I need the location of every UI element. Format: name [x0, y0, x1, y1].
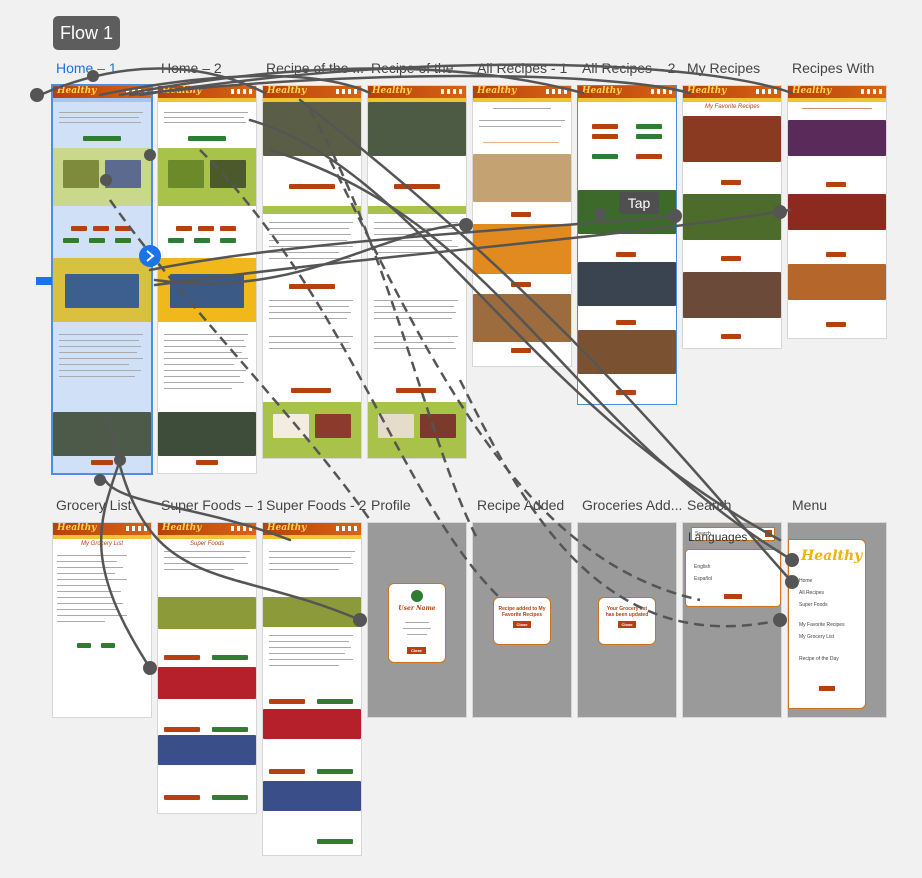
- artboard-recipe-of-the-day-1[interactable]: Healthy: [263, 86, 361, 458]
- menu-item-grocery-list[interactable]: My Grocery List: [799, 634, 835, 640]
- avatar-icon: [411, 590, 423, 602]
- artboard-label-home-2[interactable]: Home – 2: [161, 60, 222, 76]
- menu-close-button[interactable]: [819, 686, 835, 691]
- menu-item-super-foods[interactable]: Super Foods: [799, 602, 828, 608]
- artboard-label-grocery-list[interactable]: Grocery List: [56, 497, 132, 513]
- artboard-label-search[interactable]: Search: [687, 497, 732, 513]
- artboard-groceries-added[interactable]: Your Grocery list has been updated Close: [578, 523, 676, 717]
- artboard-label-super-foods-1[interactable]: Super Foods – 1: [161, 497, 262, 513]
- languages-close-button[interactable]: [724, 594, 742, 599]
- menu-logo: Healthy: [801, 548, 863, 564]
- wire-node: [94, 474, 106, 486]
- artboard-recipe-of-the-day-2[interactable]: Healthy: [368, 86, 466, 458]
- artboard-grocery-list[interactable]: Healthy My Grocery List: [53, 523, 151, 717]
- artboard-my-recipes[interactable]: Healthy My Favorite Recipes: [683, 86, 781, 348]
- artboard-home-1[interactable]: Healthy: [53, 86, 151, 473]
- artboard-label-super-foods-2[interactable]: Super Foods - 2: [266, 497, 367, 513]
- languages-dialog: English Español: [685, 549, 781, 607]
- recipe-added-dialog: Recipe added to My Favorite Recipes Clos…: [493, 597, 551, 645]
- language-english[interactable]: English: [694, 564, 711, 570]
- profile-close-button[interactable]: Close: [407, 647, 426, 654]
- menu-drawer: Healthy Home All Recipes Super Foods My …: [788, 539, 866, 709]
- artboard-label-all-recipes-2[interactable]: All Recipes – 2: [582, 60, 676, 76]
- search-icon[interactable]: [765, 530, 772, 537]
- artboard-all-recipes-1[interactable]: Healthy: [473, 86, 571, 366]
- artboard-label-all-recipes-1[interactable]: All Recipes - 1: [477, 60, 568, 76]
- artboard-label-menu[interactable]: Menu: [792, 497, 828, 513]
- artboard-label-my-recipes[interactable]: My Recipes: [687, 60, 761, 76]
- profile-name: User Name: [398, 605, 436, 612]
- artboard-label-groceries-added[interactable]: Groceries Add...: [582, 497, 683, 513]
- recipe-added-close-button[interactable]: Close: [512, 621, 532, 628]
- tap-trigger-tooltip: Tap: [619, 192, 659, 214]
- artboard-super-foods-2[interactable]: Healthy: [263, 523, 361, 855]
- flow-badge[interactable]: Flow 1: [53, 16, 120, 50]
- selection-handle: [36, 277, 52, 285]
- wire-arrow-node: [30, 88, 44, 102]
- language-espanol[interactable]: Español: [694, 576, 713, 582]
- artboard-super-foods-1[interactable]: Healthy Super Foods: [158, 523, 256, 813]
- languages-title: Languages: [688, 530, 748, 544]
- grocery-list-title: My Grocery List: [81, 541, 124, 547]
- artboard-recipes-with[interactable]: Healthy: [788, 86, 886, 338]
- app-header: Healthy: [53, 86, 151, 98]
- artboard-label-recipe-1[interactable]: Recipe of the ...: [266, 60, 365, 76]
- artboard-home-2[interactable]: Healthy: [158, 86, 256, 473]
- menu-item-recipe-of-the-day[interactable]: Recipe of the Day: [799, 656, 839, 662]
- recipe-added-message: Recipe added to My Favorite Recipes: [498, 606, 546, 618]
- grocery-added-message: Your Grocery list has been updated: [605, 606, 649, 618]
- artboard-menu[interactable]: Healthy Home All Recipes Super Foods My …: [788, 523, 886, 717]
- my-recipes-title: My Favorite Recipes: [705, 104, 760, 110]
- grocery-added-close-button[interactable]: Close: [617, 621, 637, 628]
- menu-item-all-recipes[interactable]: All Recipes: [799, 590, 825, 596]
- artboard-recipe-added[interactable]: Recipe added to My Favorite Recipes Clos…: [473, 523, 571, 717]
- menu-item-favorite-recipes[interactable]: My Favorite Recipes: [799, 622, 845, 628]
- profile-card: User Name Close: [388, 583, 446, 663]
- super-foods-title: Super Foods: [190, 541, 225, 547]
- artboard-all-recipes-2[interactable]: Healthy: [578, 86, 676, 404]
- artboard-label-profile[interactable]: Profile: [371, 497, 411, 513]
- artboard-search[interactable]: Search English Español: [683, 523, 781, 717]
- grocery-added-dialog: Your Grocery list has been updated Close: [598, 597, 656, 645]
- artboard-profile[interactable]: User Name Close: [368, 523, 466, 717]
- artboard-label-home-1[interactable]: Home – 1: [56, 60, 117, 76]
- menu-item-home[interactable]: Home: [799, 578, 813, 584]
- artboard-label-recipes-with[interactable]: Recipes With: [792, 60, 875, 76]
- artboard-label-recipe-added[interactable]: Recipe Added: [477, 497, 565, 513]
- artboard-label-recipe-2[interactable]: Recipe of the ...: [371, 60, 470, 76]
